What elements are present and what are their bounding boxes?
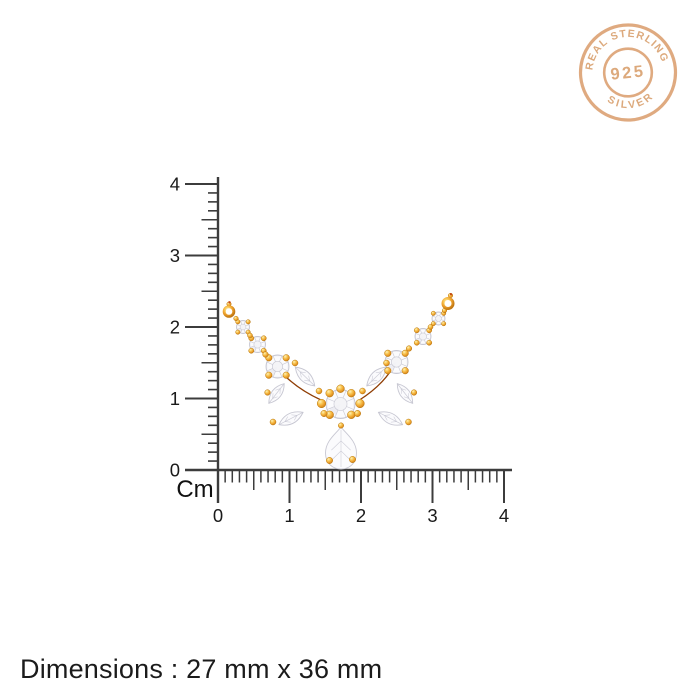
stamp-outer-circle (578, 23, 678, 122)
svg-text:4: 4 (499, 505, 509, 526)
cm-ruler: 4 3 2 1 0 0 1 2 3 4 Cm (170, 174, 512, 526)
svg-text:2: 2 (356, 505, 366, 526)
sterling-silver-stamp: REAL STERLING SILVER 925 (578, 23, 678, 122)
svg-text:1: 1 (284, 505, 294, 526)
stamp-inner-circle (602, 47, 654, 98)
svg-text:Cm: Cm (176, 476, 213, 503)
svg-text:4: 4 (170, 174, 180, 195)
dimensions-caption: Dimensions : 27 mm x 36 mm (20, 654, 383, 684)
stamp-bottom-text: SILVER (604, 89, 657, 114)
svg-text:3: 3 (170, 245, 180, 266)
svg-text:3: 3 (427, 505, 437, 526)
stamp-925-text: 925 (610, 62, 647, 84)
svg-text:1: 1 (170, 388, 180, 409)
svg-text:0: 0 (213, 505, 223, 526)
pendant-image (222, 292, 455, 470)
svg-text:0: 0 (170, 460, 180, 481)
svg-text:2: 2 (170, 317, 180, 338)
